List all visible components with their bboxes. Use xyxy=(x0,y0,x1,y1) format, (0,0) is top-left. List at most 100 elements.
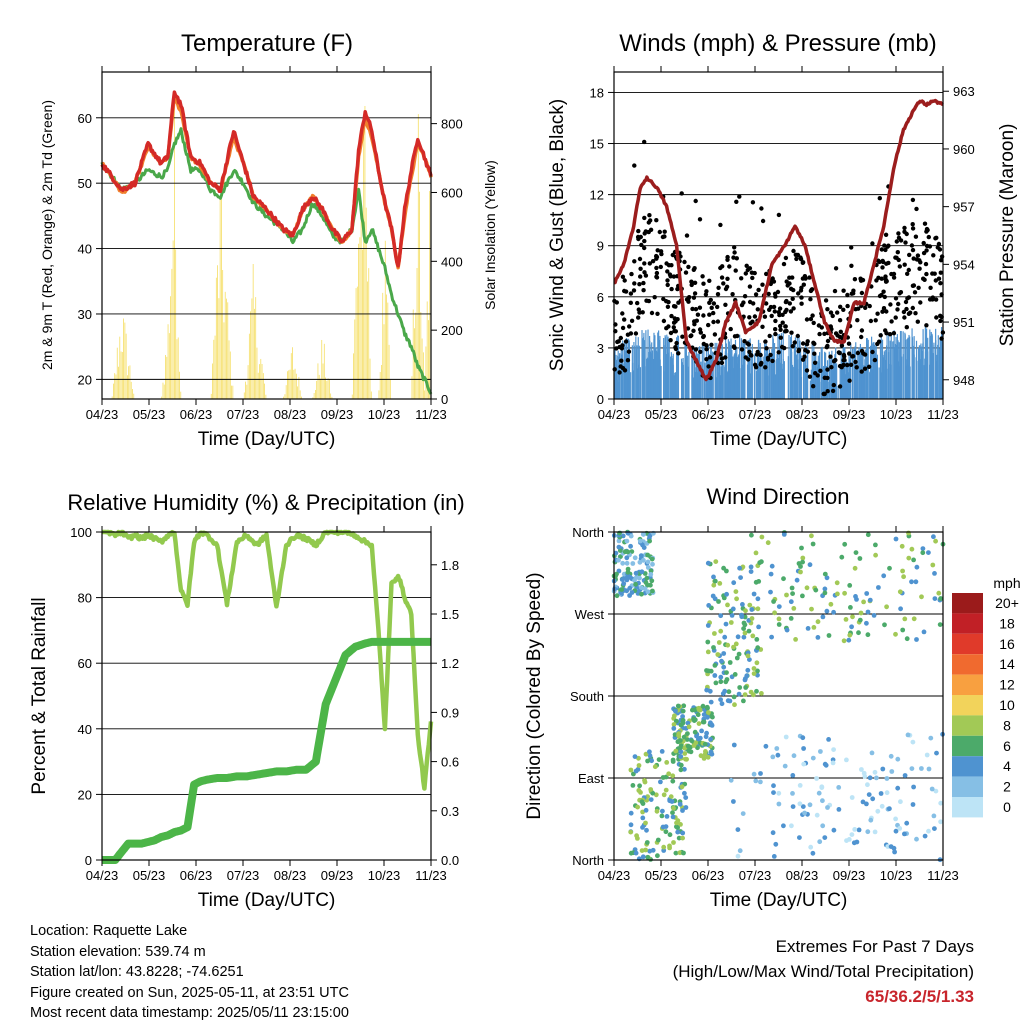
gust-point xyxy=(635,234,641,240)
gust-point xyxy=(638,274,643,279)
wind-direction-point xyxy=(649,578,655,584)
wind-direction-point xyxy=(911,784,916,790)
gust-point xyxy=(910,222,915,227)
direction-xtick-label: 09/23 xyxy=(833,868,866,883)
gust-point xyxy=(811,320,816,326)
temperature-xtick-label: 08/23 xyxy=(274,407,307,422)
wind-direction-point xyxy=(873,542,878,548)
gust-point xyxy=(783,299,789,305)
humidity-y2tick-label: 1.5 xyxy=(441,607,459,622)
gust-point xyxy=(647,261,652,266)
wind-direction-point xyxy=(729,613,735,618)
wind-direction-point xyxy=(648,568,654,574)
wind-direction-point xyxy=(649,758,654,764)
wind-direction-point xyxy=(790,773,796,778)
gust-point xyxy=(655,248,660,253)
gust-point xyxy=(689,282,694,288)
gust-point xyxy=(628,291,634,296)
wind-direction-point xyxy=(867,597,873,603)
wind-direction-point xyxy=(705,560,711,566)
gust-point xyxy=(803,276,808,281)
wind-direction-point xyxy=(864,620,869,626)
humidity-xtick-label: 11/23 xyxy=(415,868,447,883)
wind-direction-point xyxy=(642,778,647,783)
wind-direction-point xyxy=(685,743,691,749)
wind-direction-point xyxy=(757,560,763,566)
gust-point xyxy=(615,339,620,345)
wind-direction-point xyxy=(630,561,636,566)
wind-direction-point xyxy=(810,850,816,856)
humidity-xtick-label: 04/23 xyxy=(86,868,119,883)
wind-direction-point xyxy=(632,754,638,759)
gust-point xyxy=(855,350,861,356)
wind-direction-point xyxy=(647,749,652,755)
gust-point xyxy=(654,218,659,223)
wind-direction-point xyxy=(724,677,730,682)
wind-direction-point xyxy=(744,673,750,679)
gust-point xyxy=(916,285,921,290)
gust-point xyxy=(764,271,769,277)
gust-point xyxy=(833,357,838,363)
wind-direction-point xyxy=(724,670,729,675)
gust-point xyxy=(747,349,752,355)
wind-direction-point xyxy=(884,604,889,610)
wind-direction-point xyxy=(741,698,746,704)
winds-xtick-label: 10/23 xyxy=(880,407,913,422)
wind-direction-point xyxy=(650,847,656,853)
gust-point xyxy=(749,353,754,358)
wind-direction-point xyxy=(725,642,731,648)
wind-direction-point xyxy=(656,757,662,762)
wind-direction-point xyxy=(842,590,847,596)
wind-direction-point xyxy=(850,614,855,620)
wind-direction-point xyxy=(881,573,887,579)
gust-point xyxy=(872,357,878,363)
wind-direction-point xyxy=(705,754,711,760)
winds-ytick-label: 18 xyxy=(590,85,604,100)
temperature-ytick-label: 30 xyxy=(78,307,92,322)
wind-direction-point xyxy=(723,621,729,627)
gust-point xyxy=(803,348,808,353)
wind-direction-point xyxy=(731,694,737,700)
gust-point xyxy=(763,365,768,370)
gust-point xyxy=(671,325,676,330)
gust-point xyxy=(891,331,897,336)
gust-point xyxy=(930,271,935,276)
gust-point xyxy=(760,324,765,329)
gust-point xyxy=(692,280,698,285)
wind-direction-point xyxy=(784,592,789,598)
winds-y2tick-label: 960 xyxy=(953,142,975,157)
wind-direction-point xyxy=(865,782,870,788)
gust-point xyxy=(878,333,883,338)
gust-point xyxy=(728,326,733,332)
gust-point xyxy=(910,247,916,253)
wind-direction-point xyxy=(650,561,655,567)
gust-point xyxy=(737,194,742,199)
wind-direction-point xyxy=(628,822,634,828)
wind-direction-point xyxy=(790,591,795,596)
speed-legend-swatch xyxy=(952,695,983,716)
wind-direction-point xyxy=(934,750,939,756)
wind-direction-point xyxy=(705,639,711,645)
wind-direction-point xyxy=(625,549,631,555)
gust-point xyxy=(861,351,866,356)
humidity-ylabel-left: Percent & Total Rainfall xyxy=(29,597,50,794)
wind-direction-point xyxy=(721,664,727,670)
wind-direction-point xyxy=(640,815,646,821)
wind-direction-point xyxy=(920,550,926,556)
wind-direction-point xyxy=(910,739,916,745)
wind-direction-point xyxy=(888,753,894,759)
wind-direction-point xyxy=(897,589,903,595)
wind-direction-point xyxy=(728,777,734,783)
winds-ytick-label: 15 xyxy=(590,137,604,152)
temperature-title: Temperature (F) xyxy=(181,30,353,57)
gust-point xyxy=(799,301,804,306)
wind-direction-point xyxy=(675,703,681,709)
wind-direction-point xyxy=(632,555,638,561)
gust-point xyxy=(617,344,622,350)
wind-direction-point xyxy=(790,791,795,796)
gust-point xyxy=(671,320,677,325)
gust-point xyxy=(906,311,912,316)
wind-direction-point xyxy=(898,799,903,805)
gust-point xyxy=(633,331,639,336)
gust-point xyxy=(647,213,652,218)
